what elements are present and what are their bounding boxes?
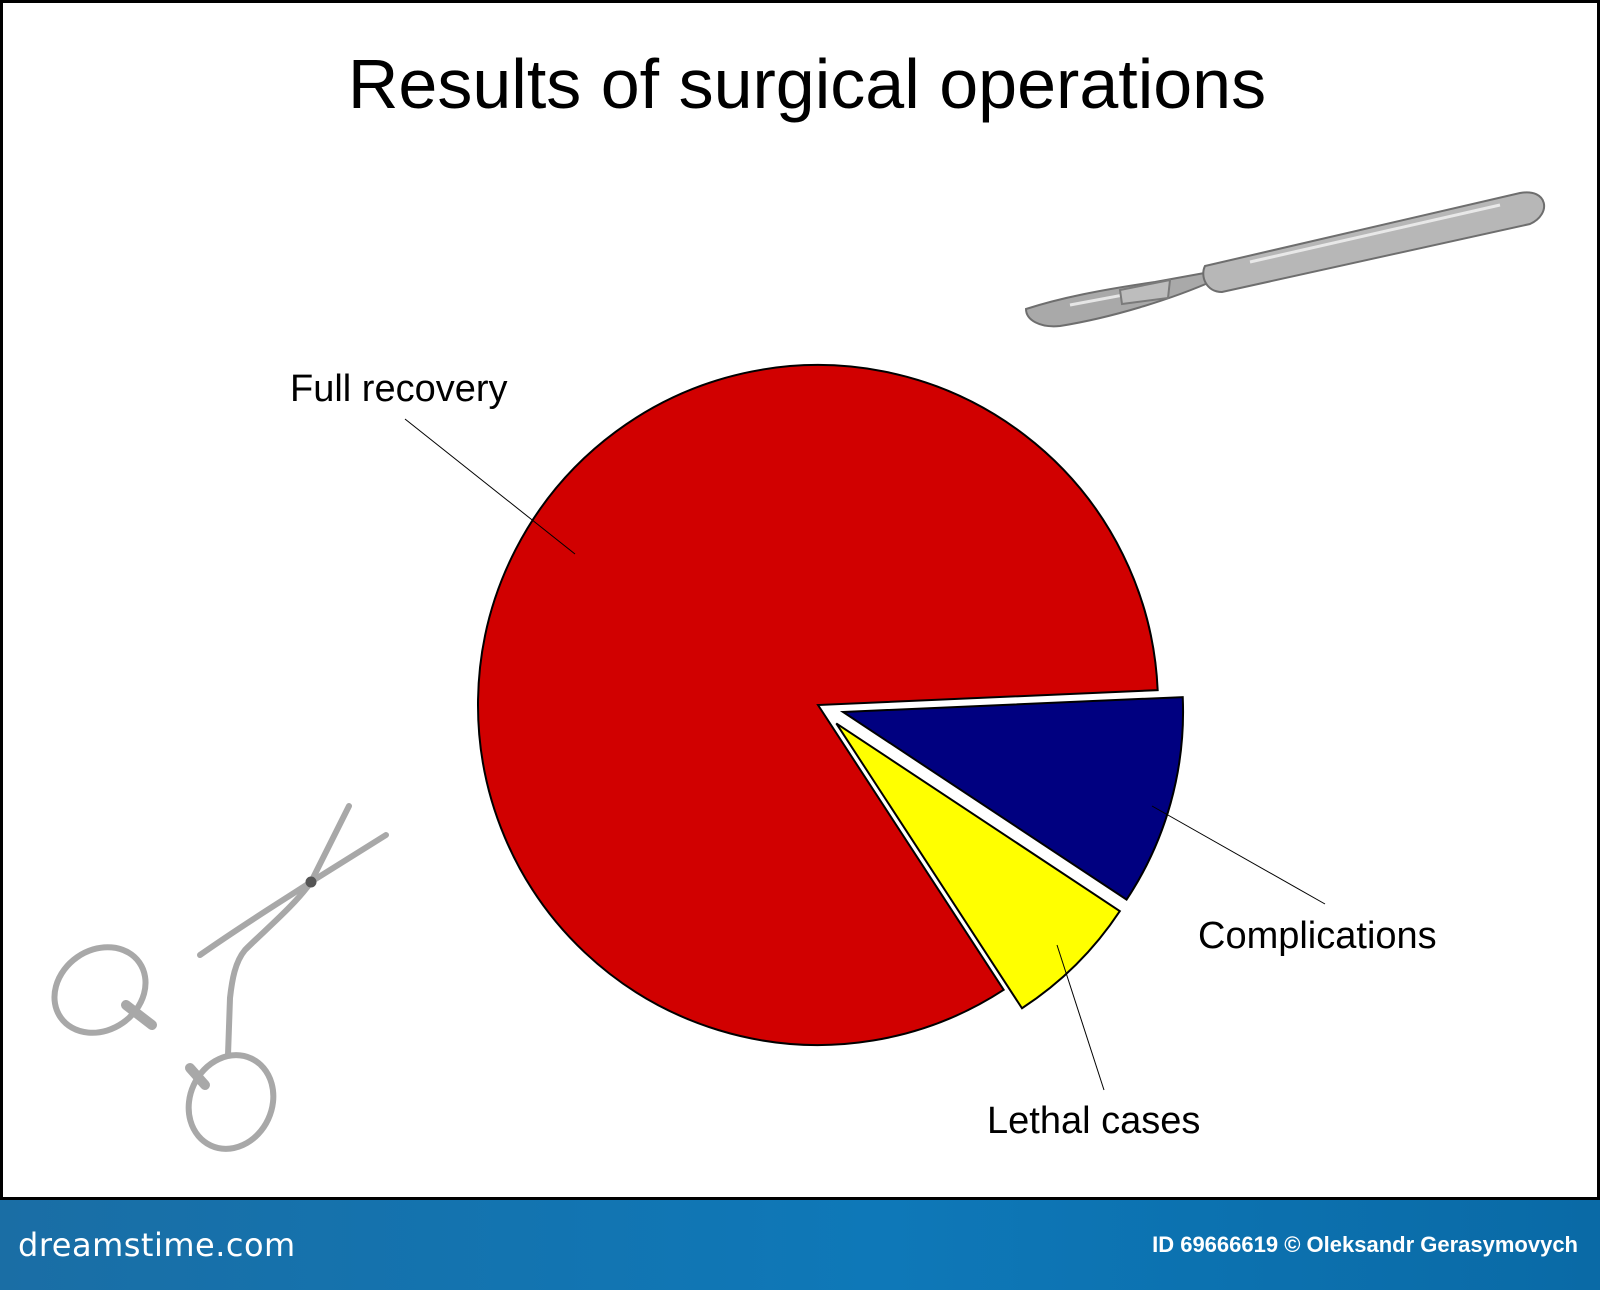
pie-slice-complications — [839, 696, 1185, 901]
leader-line-full-recovery — [404, 418, 576, 555]
chart-canvas: Results of surgical operations Full reco… — [0, 0, 1600, 1200]
leader-line-complications — [1151, 805, 1326, 905]
pie-slice-full-recovery — [477, 363, 1159, 1046]
leader-line-lethal-cases — [1056, 944, 1105, 1091]
pie-slice-lethal-cases — [835, 722, 1122, 1010]
hemostat-forceps-icon — [51, 803, 389, 1152]
pie-chart — [477, 363, 1185, 1046]
watermark-logo[interactable]: dreamstime.com — [18, 1226, 296, 1264]
footer-bar: dreamstime.com ID 69666619 © Oleksandr G… — [0, 1200, 1600, 1290]
image-credit: ID 69666619 © Oleksandr Gerasymovych — [1152, 1232, 1578, 1257]
label-full-recovery: Full recovery — [290, 368, 508, 410]
label-complications: Complications — [1198, 915, 1437, 957]
label-lethal-cases: Lethal cases — [987, 1100, 1200, 1142]
scalpel-icon — [1024, 191, 1546, 328]
chart-title: Results of surgical operations — [348, 45, 1266, 123]
